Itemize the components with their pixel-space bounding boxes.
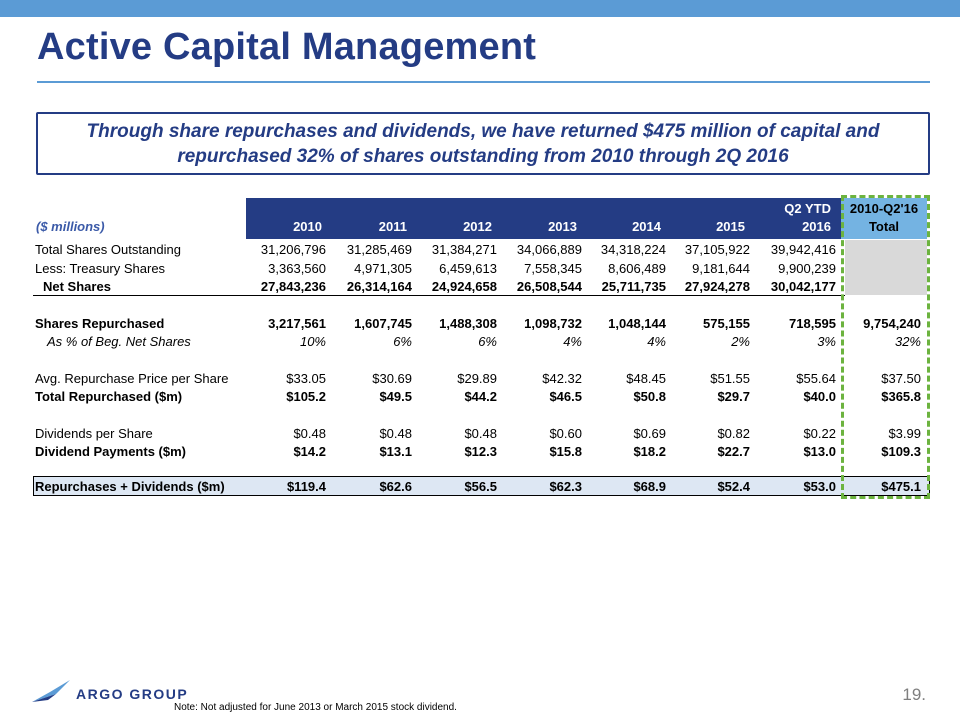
argo-logo-icon: [30, 678, 74, 709]
top-accent-bar: [0, 0, 960, 17]
total-column-highlight: [841, 195, 930, 499]
col-header-2011: 2011: [378, 219, 407, 234]
page-number: 19.: [902, 685, 926, 704]
table-row: Net Shares 27,843,236 26,314,164 24,924,…: [43, 279, 836, 294]
table-row: Less: Treasury Shares 3,363,560 4,971,30…: [35, 261, 836, 276]
col-header-2016: Q2 YTD 2016: [784, 201, 831, 234]
col-header-total: 2010-Q2'16 Total: [841, 198, 927, 239]
table-row: Total Repurchased ($m) $105.2 $49.5 $44.…: [35, 389, 921, 404]
total-empty-cells: [845, 240, 927, 295]
page-title: Active Capital Management: [37, 26, 537, 68]
table-row: Total Shares Outstanding 31,206,796 31,2…: [35, 242, 836, 257]
footnote: Note: Not adjusted for June 2013 or Marc…: [174, 702, 457, 713]
logo-wordmark: ARGO GROUP: [76, 686, 189, 702]
table-row: Shares Repurchased 3,217,561 1,607,745 1…: [35, 316, 921, 331]
table-row: Dividend Payments ($m) $14.2 $13.1 $12.3…: [35, 444, 921, 459]
table-header: 2010 2011 2012 2013 2014 2015 Q2 YTD 2016: [246, 198, 841, 239]
table-row: Dividends per Share $0.48 $0.48 $0.48 $0…: [35, 426, 921, 441]
units-label: ($ millions): [36, 219, 105, 234]
col-header-2014: 2014: [632, 219, 661, 234]
summary-callout: Through share repurchases and dividends,…: [36, 112, 930, 175]
table-row: Avg. Repurchase Price per Share $33.05 $…: [35, 371, 921, 386]
net-shares-underline: [33, 295, 845, 296]
table-row: As % of Beg. Net Shares 10% 6% 6% 4% 4% …: [47, 334, 921, 349]
col-header-2015: 2015: [716, 219, 745, 234]
title-divider: [37, 81, 930, 83]
col-header-2010: 2010: [293, 219, 322, 234]
table-row: Repurchases + Dividends ($m) $119.4 $62.…: [35, 479, 921, 494]
col-header-2013: 2013: [548, 219, 577, 234]
col-header-2012: 2012: [463, 219, 492, 234]
